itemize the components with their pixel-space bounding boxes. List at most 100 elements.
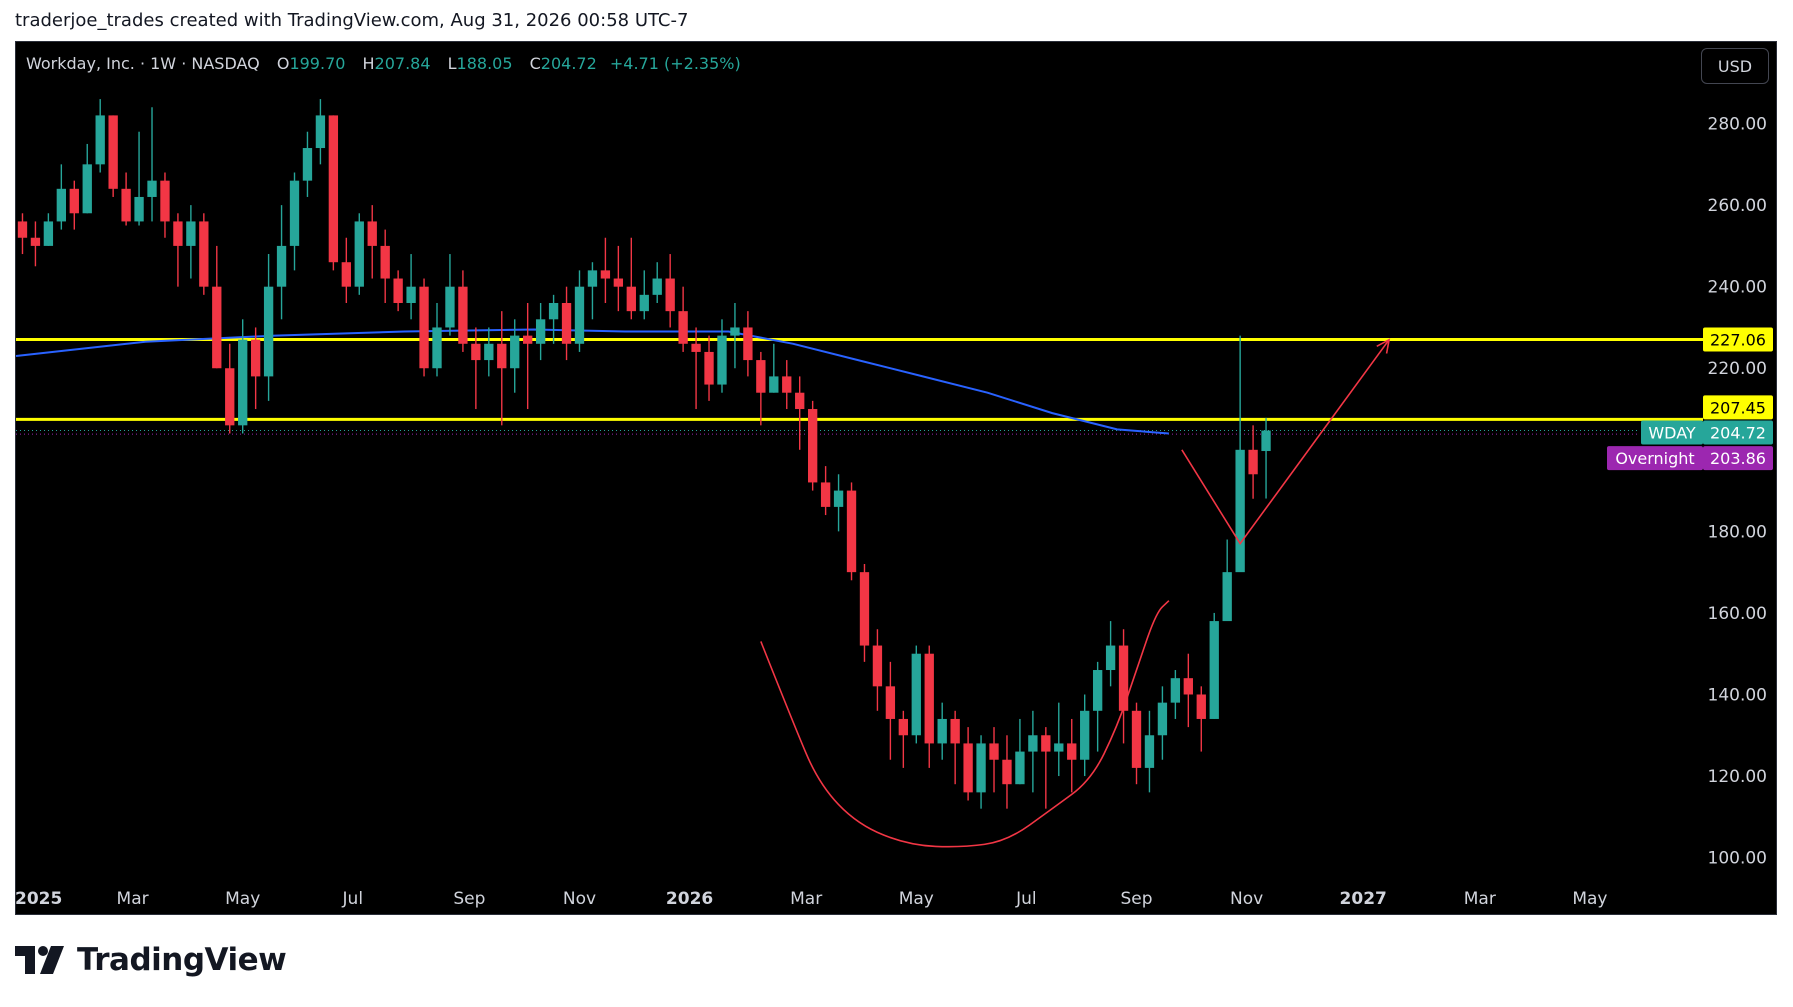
x-tick-label: May bbox=[225, 889, 260, 909]
candle-body bbox=[160, 180, 170, 222]
open-label: O bbox=[276, 54, 290, 73]
candle-body bbox=[1118, 645, 1129, 711]
last-price-tag: 204.72 bbox=[1710, 424, 1766, 443]
candle-body bbox=[17, 221, 28, 238]
projection-arrowhead bbox=[1376, 338, 1391, 354]
candle-body bbox=[263, 286, 274, 377]
overnight-name-tag-bg bbox=[1607, 446, 1703, 471]
level-price-tag: 207.45 bbox=[1710, 398, 1766, 417]
brand-wordmark: TradingView bbox=[77, 942, 287, 978]
candle-body bbox=[1222, 572, 1232, 622]
candle-body bbox=[289, 180, 300, 246]
candle-body bbox=[1144, 735, 1155, 768]
y-tick-label: 260.00 bbox=[1708, 196, 1767, 216]
candle-body bbox=[989, 743, 999, 760]
candle-body bbox=[471, 343, 481, 361]
y-tick-label: 140.00 bbox=[1708, 685, 1767, 705]
y-tick-label: 180.00 bbox=[1708, 522, 1767, 542]
candle-body bbox=[484, 343, 494, 361]
x-tick-label: May bbox=[1572, 889, 1607, 909]
candle-body bbox=[121, 188, 131, 222]
close-value: 204.72 bbox=[540, 54, 597, 73]
projection-path bbox=[1181, 339, 1390, 546]
change-value: +4.71 (+2.35%) bbox=[609, 54, 741, 73]
candle-body bbox=[1054, 743, 1064, 752]
candle-body bbox=[924, 653, 934, 744]
candle-body bbox=[561, 302, 572, 344]
candle-body bbox=[756, 360, 766, 393]
close-label: C bbox=[529, 54, 541, 73]
candle-body bbox=[523, 335, 533, 344]
candle-body bbox=[56, 188, 67, 222]
candle-body bbox=[250, 339, 261, 377]
horizontal-levels bbox=[16, 337, 1703, 435]
y-tick-label: 160.00 bbox=[1708, 604, 1767, 624]
last-price-symbol-tag: WDAY bbox=[1648, 424, 1696, 443]
symbol-description: Workday, Inc. · 1W · NASDAQ bbox=[26, 54, 260, 73]
candle-body bbox=[1041, 735, 1051, 752]
x-tick-label: Sep bbox=[1120, 889, 1152, 909]
candle-body bbox=[199, 221, 209, 287]
tradingview-logo[interactable]: TradingView bbox=[15, 942, 287, 978]
time-axis: 2025 Mar May Jul Sep Nov 2026 Mar May Jul Sep Nov 20… bbox=[15, 889, 1607, 909]
candle-body bbox=[238, 339, 248, 426]
last-price-symbol-tag-bg bbox=[1641, 420, 1703, 445]
candle-body bbox=[354, 221, 364, 287]
x-tick-label: Sep bbox=[453, 889, 485, 909]
candle-body bbox=[1028, 735, 1038, 752]
candle-body bbox=[510, 335, 520, 369]
candle-body bbox=[639, 294, 649, 312]
drawings bbox=[760, 338, 1391, 848]
candle-body bbox=[613, 278, 624, 287]
candle-body bbox=[173, 221, 183, 246]
candle-body bbox=[1002, 759, 1012, 785]
candle-body bbox=[1157, 702, 1168, 736]
candle-body bbox=[600, 270, 611, 279]
x-tick-label: 2027 bbox=[1340, 889, 1387, 909]
x-tick-label: Nov bbox=[563, 889, 596, 909]
candle-body bbox=[393, 278, 403, 303]
chart-pane[interactable] bbox=[15, 41, 1777, 915]
candle-body bbox=[212, 286, 222, 369]
x-tick-label: Jul bbox=[342, 889, 364, 909]
chart-caption: traderjoe_trades created with TradingVie… bbox=[15, 10, 689, 31]
candle-body bbox=[315, 115, 326, 149]
candle-body bbox=[691, 343, 701, 352]
candle-body bbox=[95, 115, 105, 165]
candle-body bbox=[717, 335, 727, 385]
candle-body bbox=[937, 718, 947, 744]
candle-body bbox=[1015, 751, 1025, 785]
level-price-tag-bg bbox=[1703, 327, 1773, 352]
ma-line bbox=[15, 328, 1169, 435]
candle-body bbox=[833, 490, 844, 507]
x-tick-label: Nov bbox=[1230, 889, 1263, 909]
level-price-tag-bg bbox=[1703, 395, 1773, 420]
candle-body bbox=[911, 653, 921, 736]
candle-body bbox=[782, 376, 792, 393]
candle-body bbox=[976, 743, 986, 793]
candle-body bbox=[380, 245, 390, 279]
low-value: 188.05 bbox=[456, 54, 513, 73]
candle-body bbox=[678, 311, 688, 344]
candle-body bbox=[497, 343, 507, 369]
candle-body bbox=[1080, 710, 1090, 760]
candle-body bbox=[548, 302, 559, 320]
candle-body bbox=[626, 286, 636, 312]
candle-body bbox=[1105, 645, 1116, 671]
candle-body bbox=[458, 286, 468, 344]
candle-body bbox=[302, 148, 313, 181]
y-tick-label: 280.00 bbox=[1708, 115, 1767, 135]
candle-body bbox=[743, 327, 753, 361]
candle-body bbox=[950, 718, 960, 744]
candle-body bbox=[186, 221, 196, 246]
candle-body bbox=[1261, 430, 1271, 452]
candle-body bbox=[1170, 678, 1181, 703]
currency-button[interactable]: USD bbox=[1701, 48, 1769, 84]
candle-body bbox=[1092, 670, 1103, 711]
candle-body bbox=[406, 286, 416, 303]
high-label: H bbox=[362, 54, 375, 73]
high-value: 207.84 bbox=[374, 54, 431, 73]
x-tick-label: 2025 bbox=[15, 889, 62, 909]
candle-body bbox=[225, 368, 235, 426]
